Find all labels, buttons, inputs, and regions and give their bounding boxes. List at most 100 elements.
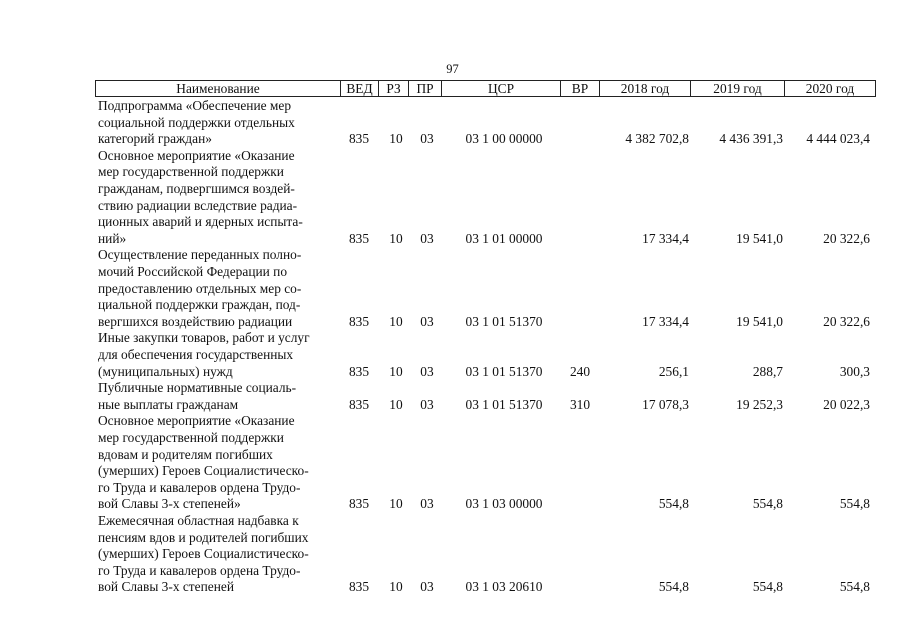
row-name-line: категорий граждан» <box>98 131 212 147</box>
row-name-line: го Труда и кавалеров ордена Трудо- <box>98 479 301 495</box>
row-name-line: для обеспечения государственных <box>98 346 294 362</box>
row-name: Основное мероприятие «Оказание мер госуда… <box>98 148 330 248</box>
row-name-line: (умерших) Героев Социалистическо- <box>98 546 309 562</box>
row-name-line: Подпрограмма «Обеспечение мер <box>98 98 292 113</box>
ved-cell: 835 <box>348 396 370 412</box>
pr-cell: 03 <box>420 496 434 512</box>
header-csr: ЦСР <box>441 81 560 96</box>
csr-cell: 03 1 01 00000 <box>465 230 543 246</box>
table-row: Ежемесячная областная надбавка к пенсиям … <box>0 513 905 596</box>
row-name-line: ные выплаты гражданам <box>98 396 239 412</box>
row-name-line: Осуществление переданных полно- <box>98 247 302 263</box>
csr-cell: 03 1 01 51370 <box>465 363 543 379</box>
rz-cell: 10 <box>389 230 403 246</box>
header-vr: ВР <box>560 81 599 96</box>
row-name: Ежемесячная областная надбавка к пенсиям … <box>98 513 330 596</box>
row-name-line: вергшихся воздействию радиации <box>98 313 293 329</box>
value-2019-cell: 19 541,0 <box>736 230 783 246</box>
table-row: Осуществление переданных полно-мочий Рос… <box>0 247 905 330</box>
row-name: Публичные нормативные социаль-ные выплат… <box>98 380 330 413</box>
rz-cell: 10 <box>389 396 403 412</box>
pr-cell: 03 <box>420 396 434 412</box>
row-name-line: вдовам и родителям погибших <box>98 446 273 462</box>
row-name: Подпрограмма «Обеспечение мер социальной … <box>98 98 330 148</box>
page-number: 97 <box>446 62 459 76</box>
row-name-line: социальной поддержки отдельных <box>98 114 295 130</box>
row-name-line: ствию радиации вследствие радиа- <box>98 197 298 213</box>
value-2020-cell: 20 322,6 <box>823 230 870 246</box>
row-name-line: вой Славы 3-х степеней» <box>98 496 241 512</box>
csr-cell: 03 1 01 51370 <box>465 396 543 412</box>
value-2019-cell: 4 436 391,3 <box>719 131 783 147</box>
value-2020-cell: 4 444 023,4 <box>806 131 870 147</box>
header-ved: ВЕД <box>340 81 378 96</box>
ved-cell: 835 <box>348 363 370 379</box>
value-2020-cell: 20 322,6 <box>823 313 870 329</box>
row-name-line: Основное мероприятие «Оказание <box>98 413 295 429</box>
vr-cell: 310 <box>569 396 591 412</box>
rz-cell: 10 <box>389 363 403 379</box>
ved-cell: 835 <box>348 131 370 147</box>
row-name-line: (умерших) Героев Социалистическо- <box>98 463 309 479</box>
ved-cell: 835 <box>348 496 370 512</box>
table-row: Публичные нормативные социаль-ные выплат… <box>0 380 905 413</box>
value-2020-cell: 300,3 <box>839 363 870 379</box>
value-2018-cell: 4 382 702,8 <box>625 131 689 147</box>
ved-cell: 835 <box>348 230 370 246</box>
vr-cell: 240 <box>569 363 591 379</box>
csr-cell: 03 1 01 51370 <box>465 313 543 329</box>
row-name-line: Иные закупки товаров, работ и услуг <box>98 330 310 346</box>
header-2019: 2019 год <box>690 81 784 96</box>
row-name-line: гражданам, подвергшимся воздей- <box>98 180 295 196</box>
rz-cell: 10 <box>389 496 403 512</box>
header-rz: РЗ <box>378 81 408 96</box>
table-row: Основное мероприятие «Оказание мер госуда… <box>0 148 905 248</box>
row-name: Основное мероприятие «Оказание мер госуда… <box>98 413 330 513</box>
row-name-line: (муниципальных) нужд <box>98 363 233 379</box>
value-2018-cell: 17 334,4 <box>642 230 689 246</box>
row-name: Осуществление переданных полно-мочий Рос… <box>98 247 330 330</box>
rz-cell: 10 <box>389 131 403 147</box>
rz-cell: 10 <box>389 313 403 329</box>
value-2020-cell: 554,8 <box>839 496 870 512</box>
value-2019-cell: 554,8 <box>752 496 783 512</box>
row-name: Иные закупки товаров, работ и услуг для о… <box>98 330 330 380</box>
row-name-line: циальной поддержки граждан, под- <box>98 297 301 313</box>
row-name-line: мочий Российской Федерации по <box>98 263 288 279</box>
csr-cell: 03 1 03 20610 <box>465 579 543 595</box>
value-2018-cell: 17 334,4 <box>642 313 689 329</box>
ved-cell: 835 <box>348 313 370 329</box>
row-name-line: го Труда и кавалеров ордена Трудо- <box>98 562 301 578</box>
pr-cell: 03 <box>420 363 434 379</box>
pr-cell: 03 <box>420 579 434 595</box>
ved-cell: 835 <box>348 579 370 595</box>
row-name-line: мер государственной поддержки <box>98 429 284 445</box>
header-pr: ПР <box>408 81 441 96</box>
csr-cell: 03 1 00 00000 <box>465 131 543 147</box>
header-name: Наименование <box>176 81 260 96</box>
row-name-line: ний» <box>98 230 127 246</box>
header-2018: 2018 год <box>599 81 690 96</box>
pr-cell: 03 <box>420 230 434 246</box>
table-row: Основное мероприятие «Оказание мер госуда… <box>0 413 905 513</box>
row-name-line: мер государственной поддержки <box>98 164 284 180</box>
header-2020: 2020 год <box>784 81 875 96</box>
value-2018-cell: 554,8 <box>658 496 689 512</box>
row-name-line: предоставлению отдельных мер со- <box>98 280 302 296</box>
table-header: Наименование ВЕД РЗ ПР ЦСР ВР 2018 год 2… <box>95 80 876 97</box>
row-name-line: пенсиям вдов и родителей погибших <box>98 529 309 545</box>
value-2019-cell: 19 252,3 <box>736 396 783 412</box>
row-name-line: Публичные нормативные социаль- <box>98 380 297 396</box>
value-2020-cell: 20 022,3 <box>823 396 870 412</box>
row-name-line: Ежемесячная областная надбавка к <box>98 513 299 528</box>
value-2019-cell: 19 541,0 <box>736 313 783 329</box>
row-name-line: вой Славы 3-х степеней <box>98 579 234 595</box>
rz-cell: 10 <box>389 579 403 595</box>
row-name-line: Основное мероприятие «Оказание <box>98 147 295 163</box>
csr-cell: 03 1 03 00000 <box>465 496 543 512</box>
value-2018-cell: 17 078,3 <box>642 396 689 412</box>
pr-cell: 03 <box>420 313 434 329</box>
value-2019-cell: 288,7 <box>752 363 783 379</box>
table-row: Иные закупки товаров, работ и услуг для о… <box>0 330 905 380</box>
pr-cell: 03 <box>420 131 434 147</box>
